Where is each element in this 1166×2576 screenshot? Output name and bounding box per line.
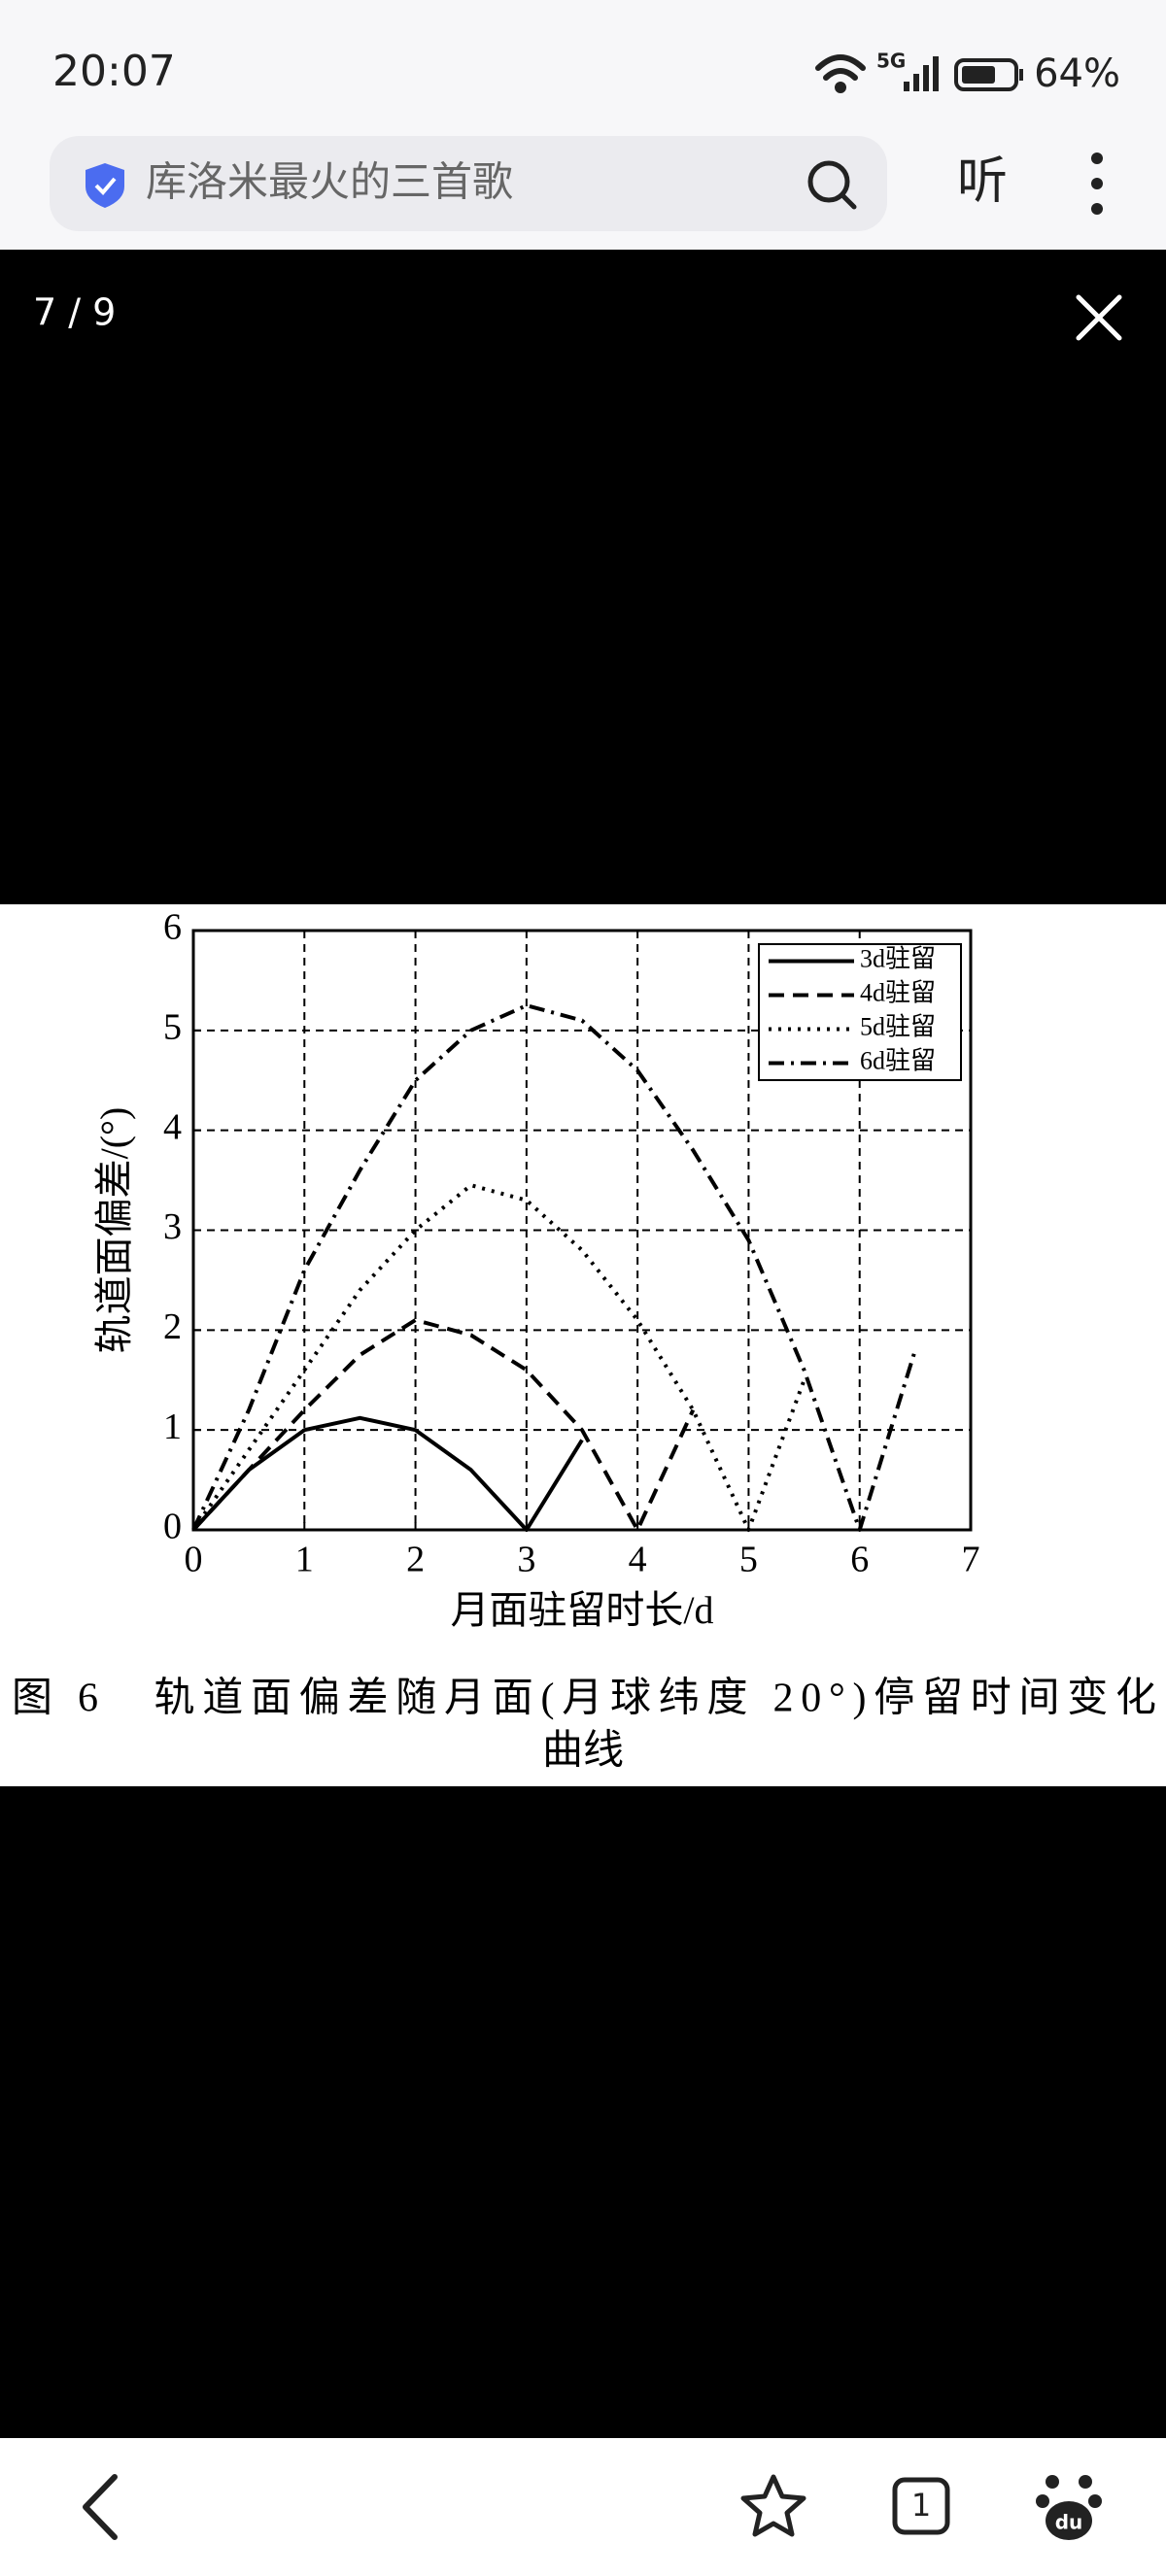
x-tick-label: 2 <box>406 1540 425 1580</box>
caption-line: 图 6 轨道面偏差随月面(月球纬度 20°)停留时间变化 <box>12 1676 1156 1721</box>
paw-toe <box>1088 2494 1102 2508</box>
menu-dot <box>1091 178 1103 189</box>
wifi-arc <box>815 54 866 71</box>
paw-pad <box>1046 2501 1092 2540</box>
listen-button[interactable]: 听 <box>957 153 1008 211</box>
x-tick-label: 5 <box>739 1540 758 1580</box>
wifi-dot <box>835 82 846 93</box>
caption-line: 曲线 <box>542 1729 624 1774</box>
tab-count: 1 <box>911 2487 931 2524</box>
close-button[interactable] <box>1076 294 1122 341</box>
back-button[interactable] <box>83 2474 118 2540</box>
y-tick-label: 3 <box>163 1206 182 1247</box>
y-tick-label: 4 <box>163 1106 182 1147</box>
shield-check <box>94 177 117 195</box>
more-menu[interactable] <box>1091 153 1103 215</box>
paw-toe <box>1079 2475 1092 2489</box>
battery-level <box>962 66 995 84</box>
legend-label: 3d驻留 <box>860 944 936 972</box>
x-axis-label: 月面驻留时长/d <box>450 1588 713 1632</box>
battery-tip <box>1019 69 1023 81</box>
network-type: 5G <box>876 50 906 73</box>
y-tick-label: 1 <box>163 1407 182 1447</box>
signal-bar <box>923 65 929 91</box>
logo-text: du <box>1055 2511 1083 2534</box>
y-tick-label: 0 <box>163 1507 182 1547</box>
paw-toe <box>1036 2494 1049 2508</box>
favorite-button[interactable] <box>740 2474 806 2537</box>
magnifier-handle <box>840 192 857 210</box>
battery-percent: 64% <box>1034 51 1120 96</box>
search-icon[interactable] <box>807 160 857 210</box>
bottom-nav <box>0 2438 1166 2576</box>
x-tick-label: 3 <box>517 1540 535 1580</box>
x-tick-label: 1 <box>295 1540 314 1580</box>
search-query[interactable]: 库洛米最火的三首歌 <box>146 158 513 206</box>
shield-icon <box>86 163 124 208</box>
image-counter: 7 / 9 <box>33 291 116 334</box>
x-tick-label: 0 <box>185 1540 203 1580</box>
y-tick-label: 2 <box>163 1306 182 1347</box>
x-tick-label: 6 <box>850 1540 869 1580</box>
plot-frame <box>191 929 973 1532</box>
close-stroke <box>1076 294 1122 341</box>
series-line <box>191 1415 584 1532</box>
x-tick-label: 4 <box>629 1540 647 1580</box>
wifi-icon <box>815 54 866 93</box>
menu-dot <box>1091 153 1103 164</box>
y-axis-label: 轨道面偏差/(°) <box>92 1107 136 1354</box>
battery-body <box>954 58 1018 91</box>
legend-label: 6d驻留 <box>860 1046 936 1074</box>
y-tick-label: 6 <box>163 907 182 948</box>
tabs-button[interactable] <box>892 2477 950 2535</box>
signal-bar <box>933 56 939 91</box>
search-bar[interactable] <box>50 136 887 231</box>
baidu-logo[interactable] <box>1036 2475 1102 2540</box>
series-line <box>191 1003 917 1532</box>
series-line <box>191 1318 696 1532</box>
viewer-background <box>0 250 1166 904</box>
viewer-background <box>0 1786 1166 2438</box>
wifi-arc <box>823 68 858 81</box>
status-time: 20:07 <box>52 47 176 96</box>
signal-icon <box>904 56 939 91</box>
legend-label: 4d驻留 <box>860 978 936 1006</box>
legend-label: 5d驻留 <box>860 1012 936 1040</box>
signal-bar <box>904 82 909 91</box>
x-tick-label: 7 <box>962 1540 980 1580</box>
paw-toe <box>1046 2475 1059 2489</box>
y-tick-label: 5 <box>163 1007 182 1048</box>
magnifier-lens <box>807 160 850 203</box>
signal-bar <box>913 74 919 91</box>
battery-icon <box>954 58 1023 91</box>
menu-dot <box>1091 203 1103 215</box>
legend-box <box>758 943 962 1081</box>
